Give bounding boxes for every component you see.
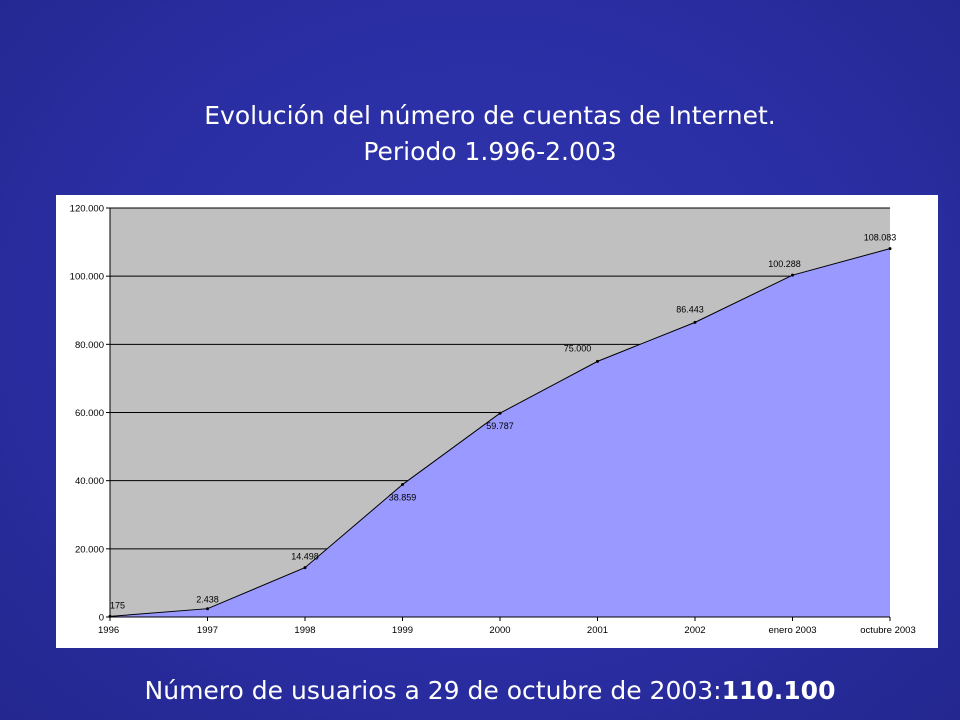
x-tick-label: 2002 (684, 625, 705, 636)
data-point (498, 411, 502, 415)
y-tick-label: 80.000 (75, 340, 104, 351)
x-tick-label: 2001 (587, 625, 608, 636)
data-label: 86.443 (676, 304, 704, 314)
data-point (401, 483, 404, 487)
footer-text: Número de usuarios a 29 de octubre de 20… (144, 676, 722, 705)
area-series (110, 248, 890, 617)
data-label: 100.288 (768, 259, 801, 269)
data-point (206, 607, 209, 611)
y-tick-label: 60.000 (75, 408, 104, 419)
data-point (596, 359, 599, 363)
y-tick-label: 120.000 (70, 204, 104, 215)
data-point (888, 247, 892, 251)
x-tick-label: 1998 (294, 625, 315, 636)
y-axis-ticks: 0 20.000 40.000 60.000 80.000 100.000 120.000 (70, 204, 110, 624)
data-point (693, 320, 697, 324)
data-label: 2.438 (196, 595, 219, 605)
footer-value: 110.100 (721, 676, 836, 705)
data-label: 14.498 (291, 552, 319, 562)
data-label: 75.000 (564, 343, 592, 353)
data-labels: 175 2.438 14.498 38.859 59.787 75.000 86.443 10… (108, 233, 897, 618)
data-label: 175 (110, 600, 125, 610)
data-label: 59.787 (486, 421, 514, 431)
x-tick-label: enero 2003 (768, 625, 816, 636)
data-label: 108.083 (864, 233, 897, 243)
title-line-2: Periodo 1.996-2.003 (363, 137, 617, 166)
x-tick-label: 1996 (98, 625, 119, 636)
x-tick-label: 1999 (392, 625, 413, 636)
x-axis-ticks: 1996 1997 1998 1999 2000 2001 2002 enero 2003 oc… (98, 617, 916, 636)
y-tick-label: 40.000 (75, 476, 104, 487)
data-point (791, 273, 794, 277)
chart-panel: 0 20.000 40.000 60.000 80.000 100.000 120.000 … (56, 195, 938, 648)
area-chart: 020.00040.00060.00080.000100.000120.000 … (70, 204, 916, 637)
data-point (303, 566, 307, 570)
x-tick-label: 2000 (489, 625, 510, 636)
slide-title: Evolución del número de cuentas de Inter… (0, 98, 960, 170)
x-tick-label: octubre 2003 (860, 625, 915, 636)
y-tick-label: 100.000 (70, 272, 104, 283)
footer-user-count: Número de usuarios a 29 de octubre de 20… (0, 673, 960, 709)
x-tick-label: 1997 (197, 625, 218, 636)
y-tick-label: 0 (99, 613, 104, 624)
title-line-1: Evolución del número de cuentas de Inter… (204, 101, 776, 130)
data-label: 38.859 (389, 493, 417, 503)
data-point (108, 614, 112, 618)
y-tick-label: 20.000 (75, 544, 104, 555)
